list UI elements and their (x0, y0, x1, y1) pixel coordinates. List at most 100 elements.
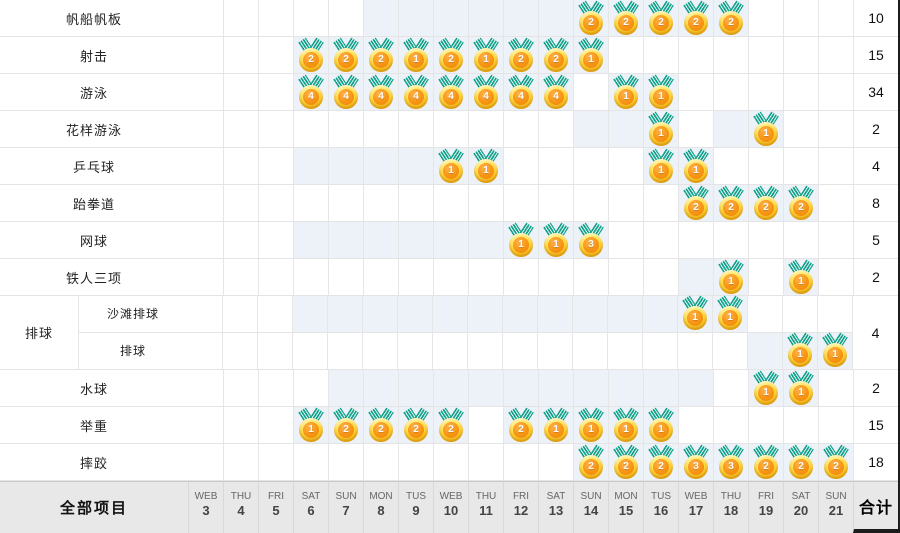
medal-count: 1 (653, 88, 669, 105)
gold-medal-icon: 4 (401, 74, 431, 109)
day-cell-11: 1 (468, 37, 503, 73)
date-label: 20 (793, 503, 809, 518)
footer-day-8: MON 8 (363, 482, 398, 533)
day-cell-21 (818, 407, 853, 443)
day-cell-9 (398, 111, 433, 147)
gold-medal-icon: 1 (751, 370, 781, 405)
day-cell-11: 1 (468, 148, 503, 184)
gold-medal-icon: 1 (611, 407, 641, 442)
medal-count: 3 (723, 458, 739, 475)
sport-label: 花样游泳 (65, 122, 122, 138)
medal-count: 2 (618, 14, 634, 31)
day-cell-10: 4 (433, 74, 468, 110)
day-cell-21 (818, 0, 853, 36)
date-label: 17 (688, 503, 704, 518)
day-cell-10: 2 (433, 407, 468, 443)
day-cell-12: 2 (503, 37, 538, 73)
day-cell-12: 4 (503, 74, 538, 110)
group-subrows: 沙滩排球 1 1 排球 1 1 (79, 295, 852, 369)
gold-medal-icon: 1 (471, 37, 501, 72)
row-total: 2 (853, 370, 898, 406)
medal-count: 4 (338, 88, 354, 105)
day-cell-19 (748, 407, 783, 443)
gold-medal-icon: 1 (646, 74, 676, 109)
day-cell-15: 1 (608, 74, 643, 110)
gold-medal-icon: 2 (541, 37, 571, 72)
day-cell-12: 1 (503, 222, 538, 258)
footer-day-21: SUN 21 (818, 482, 853, 533)
day-cell-19 (748, 74, 783, 110)
medal-count: 1 (583, 421, 599, 438)
sport-label: 举重 (79, 418, 108, 434)
day-cell-12 (502, 332, 537, 369)
table-row: 乒乓球 1 1 1 1 4 (0, 148, 898, 185)
day-cell-8 (362, 296, 397, 332)
medal-count: 2 (548, 51, 564, 68)
sport-label: 射击 (79, 48, 108, 64)
day-cell-13 (538, 0, 573, 36)
day-cell-8 (363, 185, 398, 221)
day-cell-8 (363, 148, 398, 184)
day-cell-17 (677, 332, 712, 369)
gold-medal-icon: 2 (786, 444, 816, 479)
day-cell-3 (188, 259, 223, 295)
day-cell-14: 2 (573, 0, 608, 36)
footer-day-15: MON 15 (608, 482, 643, 533)
gold-medal-icon: 2 (646, 444, 676, 479)
day-cell-20 (783, 407, 818, 443)
day-cell-12 (503, 111, 538, 147)
footer-day-11: THU 11 (468, 482, 503, 533)
day-cell-16: 2 (643, 444, 678, 480)
day-cell-5 (257, 296, 292, 332)
day-cell-6 (293, 259, 328, 295)
day-cell-5 (258, 259, 293, 295)
day-cell-15 (607, 332, 642, 369)
day-of-week-label: TUS (651, 491, 671, 502)
day-cell-19: 2 (748, 185, 783, 221)
day-cell-13 (538, 259, 573, 295)
gold-medal-icon: 3 (681, 444, 711, 479)
footer-day-16: TUS 16 (643, 482, 678, 533)
day-cell-14 (573, 370, 608, 406)
footer-day-4: THU 4 (223, 482, 258, 533)
day-of-week-label: MON (369, 491, 393, 502)
day-cell-11: 4 (468, 74, 503, 110)
day-cell-14: 2 (573, 444, 608, 480)
sport-label: 乒乓球 (72, 159, 115, 175)
date-label: 8 (377, 503, 385, 518)
date-label: 10 (443, 503, 459, 518)
day-cell-11 (467, 296, 502, 332)
footer-day-7: SUN 7 (328, 482, 363, 533)
day-cell-15 (608, 148, 643, 184)
day-cell-9 (398, 148, 433, 184)
day-cell-20: 2 (783, 444, 818, 480)
table-row: 铁人三项 1 1 2 (0, 259, 898, 296)
footer-day-12: FRI 12 (503, 482, 538, 533)
day-cell-20 (783, 74, 818, 110)
day-cell-20: 1 (783, 370, 818, 406)
medal-count: 1 (548, 236, 564, 253)
gold-medal-icon: 1 (541, 407, 571, 442)
date-label: 4 (237, 503, 245, 518)
day-of-week-label: SUN (825, 491, 847, 502)
day-cell-12 (502, 296, 537, 332)
medal-count: 2 (373, 421, 389, 438)
medal-count: 3 (583, 236, 599, 253)
gold-medal-icon: 2 (331, 407, 361, 442)
day-of-week-label: THU (720, 491, 742, 502)
day-cell-5 (258, 111, 293, 147)
table-row: 举重 1 2 2 2 2 2 1 1 1 1 15 (0, 407, 898, 444)
medal-count: 2 (618, 458, 634, 475)
gold-medal-icon: 2 (506, 37, 536, 72)
day-of-week-label: WEB (194, 491, 218, 502)
gold-medal-icon: 4 (506, 74, 536, 109)
gold-medal-icon: 1 (296, 407, 326, 442)
footer-day-6: SAT 6 (293, 482, 328, 533)
day-cell-4 (223, 111, 258, 147)
table-row: 水球 1 1 2 (0, 370, 898, 407)
day-cell-11 (468, 185, 503, 221)
day-cell-5 (258, 148, 293, 184)
table-row: 游泳 4 4 4 4 4 4 4 4 1 1 34 (0, 74, 898, 111)
day-cell-10 (432, 332, 467, 369)
day-cell-19 (748, 222, 783, 258)
